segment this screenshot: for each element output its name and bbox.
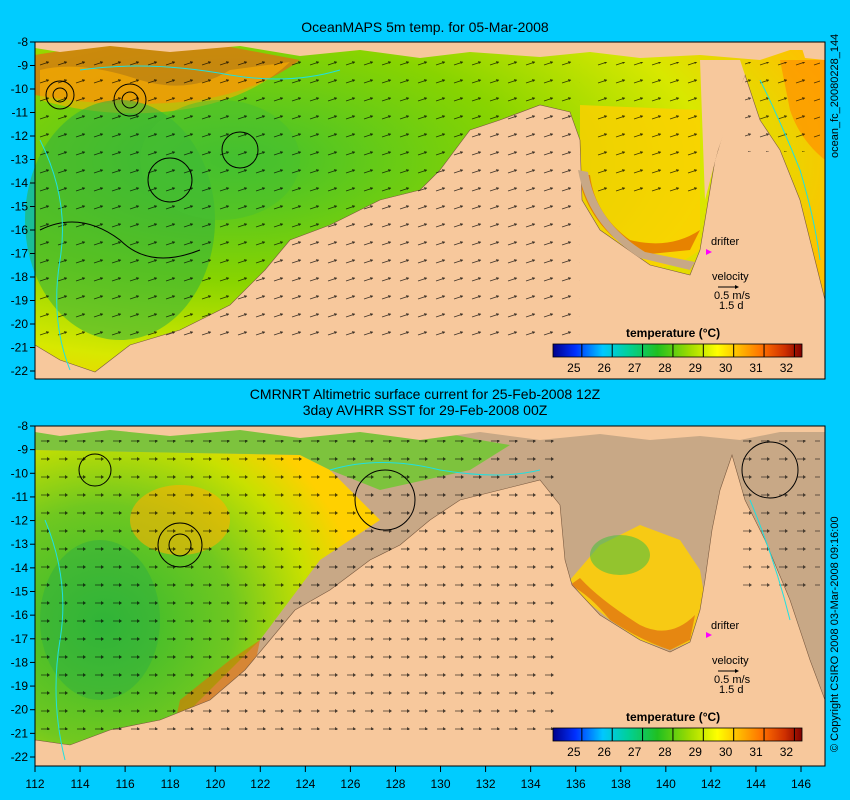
top-colorbar-ticks: 25 26 27 28 29 30 31 32 [567, 344, 795, 375]
x-tick-label: 136 [566, 777, 586, 791]
top-colorbar [552, 343, 803, 358]
colorbar-tick-label: 25 [567, 361, 581, 375]
x-tick-label: 140 [656, 777, 676, 791]
y-tick-label: -15 [11, 200, 29, 214]
x-tick-label: 122 [250, 777, 270, 791]
bottom-map-title-line-2: 3day AVHRR SST for 29-Feb-2008 00Z [302, 402, 548, 418]
top-land-north [35, 42, 825, 60]
colorbar-tick-label: 28 [658, 361, 672, 375]
x-tick-label: 138 [611, 777, 631, 791]
x-tick-label: 144 [746, 777, 766, 791]
y-tick-label: -11 [12, 106, 29, 120]
x-tick-label: 114 [70, 777, 89, 791]
y-tick-label: -22 [11, 750, 29, 764]
y-tick-label: -16 [11, 608, 29, 622]
top-map-panel [25, 41, 826, 380]
colorbar-tick-label: 31 [749, 745, 763, 759]
colorbar-tick-label: 25 [567, 745, 581, 759]
y-tick-label: -9 [17, 443, 28, 457]
bottom-land-north [35, 426, 825, 440]
top-drifter-label: drifter [711, 236, 739, 248]
bottom-eddies [78, 441, 799, 568]
x-tick-label: 120 [205, 777, 225, 791]
bottom-drifter-label: drifter [711, 620, 739, 632]
bottom-drifter-marker [706, 632, 712, 638]
top-bathymetry-contours [39, 65, 821, 371]
bottom-x-axis: 112 114 116 118 120 122 124 126 128 130 132 134 136 1… [25, 766, 811, 791]
x-tick-label: 130 [431, 777, 451, 791]
colorbar-tick-label: 29 [689, 745, 703, 759]
y-tick-label: -14 [11, 561, 29, 575]
y-tick-label: -12 [11, 514, 29, 528]
y-tick-label: -19 [11, 679, 29, 693]
colorbar-tick-label: 26 [598, 361, 612, 375]
x-tick-label: 146 [791, 777, 811, 791]
x-tick-label: 126 [340, 777, 360, 791]
y-tick-label: -8 [17, 419, 28, 433]
bottom-map-panel [34, 425, 826, 767]
y-tick-label: -17 [11, 632, 29, 646]
colorbar-tick-label: 32 [780, 745, 794, 759]
bottom-velocity-scale: 0.5 m/s [714, 674, 751, 686]
y-tick-label: -18 [11, 270, 29, 284]
y-tick-label: -20 [11, 317, 29, 331]
top-velocity-days: 1.5 d [719, 300, 743, 312]
colorbar-tick-label: 27 [628, 745, 642, 759]
top-drifter-marker [706, 249, 712, 255]
colorbar-tick-label: 32 [780, 361, 794, 375]
top-map-title: OceanMAPS 5m temp. for 05-Mar-2008 [301, 19, 549, 35]
colorbar-tick-label: 27 [628, 361, 642, 375]
y-tick-label: -12 [11, 129, 29, 143]
top-current-arrows [35, 55, 580, 345]
bottom-map-title-line-1: CMRNRT Altimetric surface current for 25… [249, 386, 601, 402]
bottom-velocity-label: velocity [712, 655, 749, 667]
y-tick-label: -10 [11, 466, 29, 480]
y-tick-label: -21 [11, 341, 29, 355]
bottom-velocity-days: 1.5 d [719, 684, 743, 696]
bottom-colorbar-ticks: 25 26 27 28 29 30 31 32 [567, 728, 795, 759]
bottom-colorbar-title: temperature (°C) [626, 710, 720, 724]
x-tick-label: 116 [116, 777, 135, 791]
x-tick-label: 124 [295, 777, 315, 791]
y-tick-label: -13 [11, 537, 29, 551]
colorbar-tick-label: 30 [719, 745, 733, 759]
y-tick-label: -9 [17, 59, 28, 73]
x-tick-label: 128 [385, 777, 405, 791]
x-tick-label: 134 [521, 777, 541, 791]
y-tick-label: -18 [11, 655, 29, 669]
x-tick-label: 112 [25, 777, 44, 791]
y-tick-label: -17 [11, 247, 29, 261]
x-tick-label: 142 [701, 777, 721, 791]
y-tick-label: -22 [11, 364, 29, 378]
x-tick-label: 132 [476, 777, 496, 791]
y-tick-label: -8 [17, 35, 28, 49]
colorbar-tick-label: 28 [658, 745, 672, 759]
top-y-axis: -8 -9 -10 -11 -12 -13 -14 -15 -16 -17 -18 -19 -20 -21… [11, 35, 35, 378]
bottom-colorbar [552, 727, 803, 742]
y-tick-label: -19 [11, 294, 29, 308]
x-tick-label: 118 [161, 777, 180, 791]
colorbar-tick-label: 26 [598, 745, 612, 759]
top-velocity-scale: 0.5 m/s [714, 290, 751, 302]
top-velocity-label: velocity [712, 271, 749, 283]
y-tick-label: -13 [11, 153, 29, 167]
y-tick-label: -21 [11, 726, 29, 740]
bottom-y-axis: -8 -9 -10 -11 -12 -13 -14 -15 -16 -17 -18 -19 -20 -21… [11, 419, 35, 764]
colorbar-tick-label: 30 [719, 361, 733, 375]
y-tick-label: -11 [12, 490, 29, 504]
bottom-bathymetry-contours [44, 462, 791, 761]
colorbar-tick-label: 31 [749, 361, 763, 375]
y-tick-label: -14 [11, 176, 29, 190]
y-tick-label: -15 [11, 585, 29, 599]
bottom-current-arrows [35, 440, 555, 730]
y-tick-label: -16 [11, 223, 29, 237]
y-tick-label: -10 [11, 82, 29, 96]
top-colorbar-title: temperature (°C) [626, 326, 720, 340]
top-eddies [39, 80, 259, 259]
colorbar-tick-label: 29 [689, 361, 703, 375]
y-tick-label: -20 [11, 703, 29, 717]
